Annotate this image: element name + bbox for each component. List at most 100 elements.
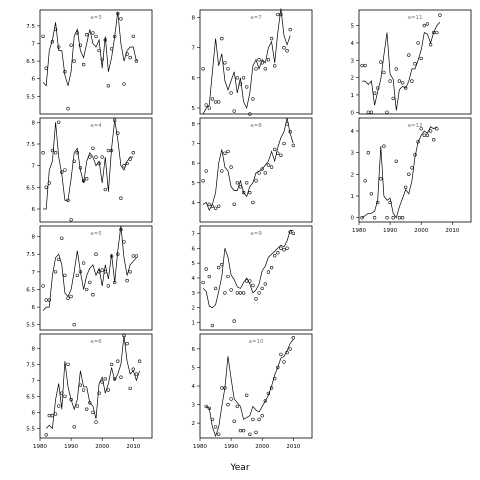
data-point [245, 279, 249, 283]
fitted-line [42, 11, 137, 87]
data-point [238, 185, 243, 189]
y-tick-label: 8 [192, 122, 196, 128]
panel-frame [199, 225, 313, 331]
data-point [397, 216, 402, 220]
data-point [266, 391, 271, 396]
x-tick-label: 1990 [383, 228, 397, 234]
data-point [57, 257, 61, 262]
data-point [63, 70, 67, 74]
data-point [210, 204, 215, 208]
data-point [103, 270, 107, 274]
data-point [263, 282, 267, 286]
y-tick-label: 3 [192, 403, 196, 409]
panel-frame [199, 117, 313, 223]
data-point [229, 91, 233, 95]
panel-a11: a=11 0 1 2 3 4 5 [351, 9, 472, 116]
data-point [97, 270, 101, 274]
data-point [288, 27, 292, 32]
y-tick-label: 1 [192, 321, 196, 327]
data-point [116, 131, 120, 135]
data-point [245, 181, 249, 185]
y-tick-label: 0 [351, 110, 355, 116]
data-point [407, 53, 411, 57]
data-point [213, 100, 218, 104]
data-point [273, 64, 277, 68]
data-point [279, 352, 283, 357]
data-point [85, 33, 89, 37]
data-point [97, 161, 101, 166]
y-tick-label: 7 [32, 270, 36, 276]
data-point [382, 144, 386, 148]
data-point [276, 151, 280, 155]
data-point [235, 181, 239, 185]
data-point [223, 291, 227, 295]
data-point [379, 60, 383, 64]
data-point [78, 43, 83, 47]
data-point [204, 404, 208, 409]
data-point [238, 82, 243, 86]
data-point [91, 410, 95, 415]
panel-frame [39, 225, 153, 331]
data-point [103, 38, 107, 42]
panel-frame [39, 333, 153, 439]
data-point [69, 397, 73, 402]
data-point [220, 262, 224, 267]
data-point [94, 252, 98, 256]
data-point [235, 291, 239, 295]
data-point [207, 106, 211, 110]
data-point [288, 230, 292, 234]
y-tick-label: 3 [351, 151, 355, 157]
data-point [419, 56, 423, 61]
data-point [78, 270, 83, 274]
y-tick-label: 6.5 [26, 185, 35, 191]
y-tick-label: 6 [32, 410, 36, 416]
data-point [260, 167, 264, 171]
data-point [288, 347, 292, 351]
data-point [217, 204, 221, 208]
data-point [372, 216, 377, 220]
data-point [260, 414, 264, 418]
data-point [257, 171, 261, 175]
fitted-line [202, 117, 294, 212]
data-point [438, 13, 442, 17]
data-point [122, 333, 126, 338]
panel-title: a=5 [90, 231, 102, 237]
data-point [81, 261, 86, 265]
data-point [241, 76, 246, 80]
data-point [220, 36, 224, 41]
data-point [282, 248, 286, 252]
data-point [288, 130, 292, 134]
data-point [94, 420, 98, 424]
data-point [276, 365, 280, 370]
data-point [122, 82, 126, 86]
data-point [63, 394, 67, 399]
y-tick-label: 5.5 [26, 426, 35, 432]
data-point [282, 141, 286, 146]
data-point [210, 323, 215, 328]
data-point [131, 151, 135, 155]
fitted-line [45, 335, 140, 430]
data-point [372, 91, 377, 95]
data-point [60, 170, 64, 174]
x-tick-label: 2000 [95, 444, 109, 450]
data-point [53, 270, 58, 274]
data-point [435, 127, 439, 131]
data-point [248, 432, 252, 436]
panel-frame [199, 333, 313, 439]
data-point [44, 433, 48, 437]
x-tick-label: 1990 [224, 444, 238, 450]
data-point [44, 185, 48, 189]
data-point [47, 181, 51, 185]
data-point [207, 202, 211, 206]
panel-title: a=11 [408, 15, 423, 21]
data-point [210, 417, 215, 422]
y-tick-label: 1 [351, 93, 355, 99]
panel-a6: a=6 5.5 6 6.5 7 7.5 8 1980 1990 2000 2010 [26, 333, 153, 450]
data-point [113, 280, 117, 285]
data-point [391, 216, 395, 220]
data-point [404, 86, 408, 90]
data-point [131, 367, 135, 371]
data-point [397, 79, 402, 83]
x-tick-label: 2000 [414, 228, 428, 234]
data-point [263, 67, 267, 71]
